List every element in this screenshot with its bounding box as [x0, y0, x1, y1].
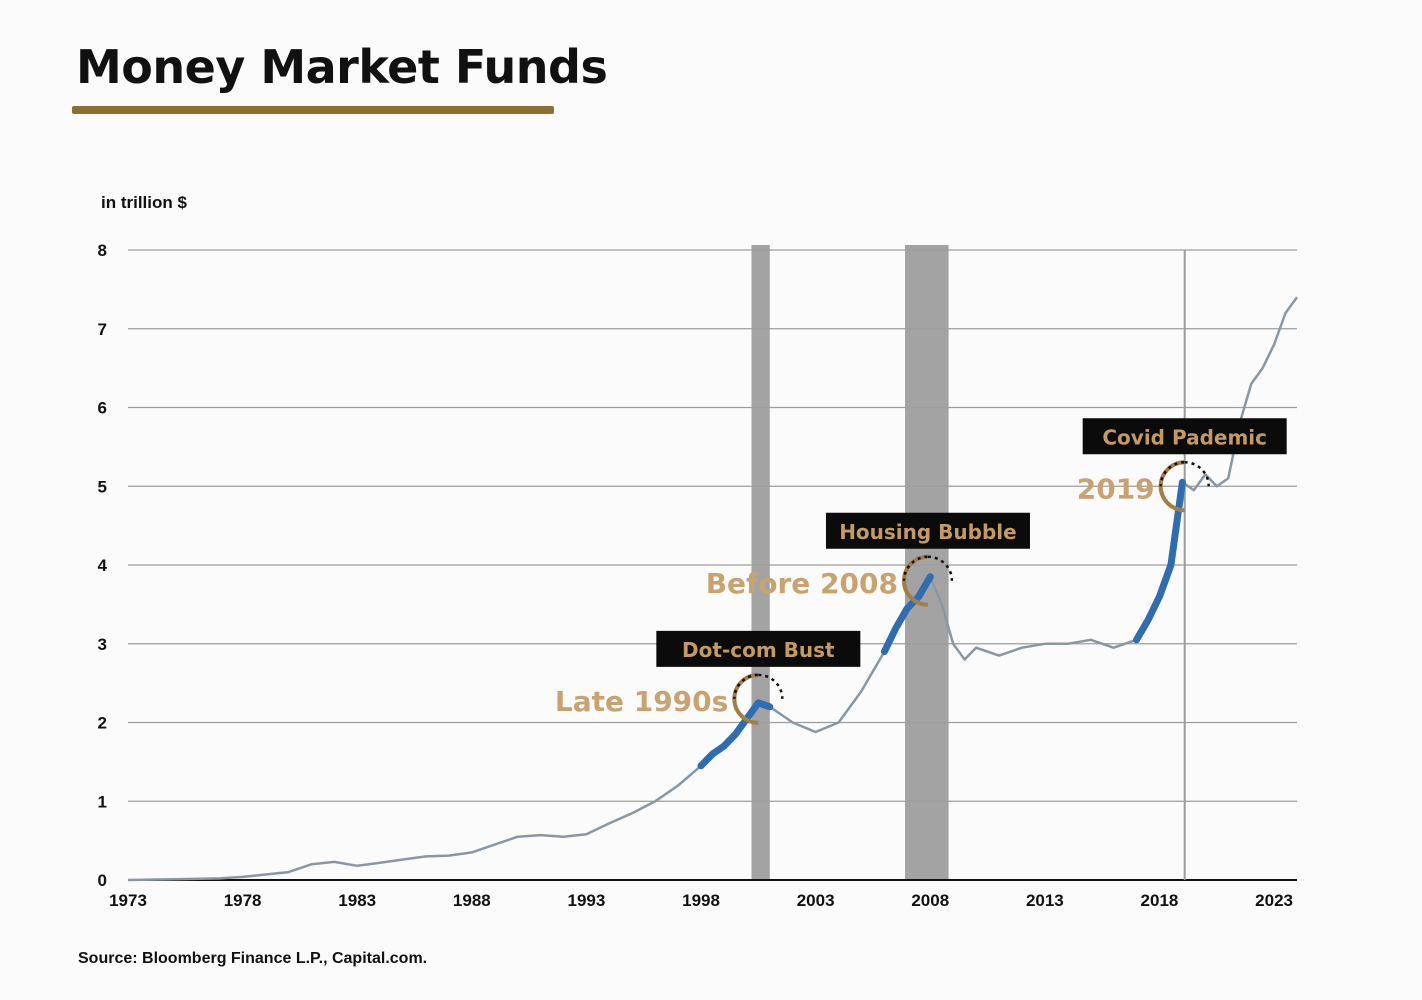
- annotation-box: [656, 630, 861, 667]
- y-tick-label: 8: [98, 241, 107, 260]
- highlight-segment-2: [880, 573, 934, 656]
- annotations: Dot-com Bust Late 1990s Housing Bubble Befo…: [555, 418, 1287, 725]
- annotation-box-label: Covid Pademic: [1102, 425, 1267, 449]
- annotation-circle-dotted: [904, 557, 952, 605]
- annotation-period-label: 2019: [1077, 472, 1155, 505]
- highlight-segments: [697, 478, 1186, 770]
- source-note: Source: Bloomberg Finance L.P., Capital.…: [78, 950, 428, 967]
- y-tick-label: 1: [98, 792, 107, 811]
- annotation-box: [825, 512, 1030, 549]
- highlight-segment-1: [697, 699, 774, 770]
- title-underline: [72, 106, 554, 114]
- annotation-box-label: Dot-com Bust: [682, 638, 835, 662]
- y-axis-ticks: 0 1 2 3 4 5 6 7 8: [98, 241, 108, 890]
- recession-shades: [751, 245, 949, 880]
- y-tick-label: 7: [98, 320, 107, 339]
- x-tick-label: 2003: [797, 891, 835, 910]
- x-tick-label: 1993: [568, 891, 606, 910]
- x-tick-label: 1973: [109, 891, 147, 910]
- y-tick-label: 0: [98, 871, 107, 890]
- y-tick-label: 5: [98, 477, 107, 496]
- shaded-period-1: [751, 245, 770, 880]
- chart-title: Money Market Funds: [76, 40, 608, 94]
- x-tick-label: 1983: [338, 891, 376, 910]
- x-tick-label: 2018: [1141, 891, 1179, 910]
- y-axis-unit-label: in trillion $: [101, 193, 187, 212]
- annotation-period-label: Before 2008: [706, 567, 898, 600]
- y-tick-label: 6: [98, 399, 107, 418]
- annotation-box-label: Housing Bubble: [839, 520, 1017, 544]
- x-tick-label: 1998: [682, 891, 720, 910]
- annotation-circle-dotted: [734, 675, 782, 723]
- x-axis-ticks: 1973 1978 1983 1988 1993 1998 2003 2008 2013 2018…: [109, 891, 1293, 910]
- x-tick-label: 2013: [1026, 891, 1064, 910]
- x-tick-label: 2008: [911, 891, 949, 910]
- gridlines: [128, 249, 1297, 802]
- highlight-segment-3: [1133, 478, 1186, 644]
- y-tick-label: 2: [98, 714, 107, 733]
- annotation-box: [1082, 418, 1287, 455]
- x-tick-label: 1988: [453, 891, 491, 910]
- annotation-period-label: Late 1990s: [555, 685, 728, 718]
- x-tick-label: 2023: [1255, 891, 1293, 910]
- x-tick-label: 1978: [224, 891, 262, 910]
- annotation-circle-dotted: [1161, 462, 1209, 510]
- y-tick-label: 4: [98, 556, 108, 575]
- y-tick-label: 3: [98, 635, 107, 654]
